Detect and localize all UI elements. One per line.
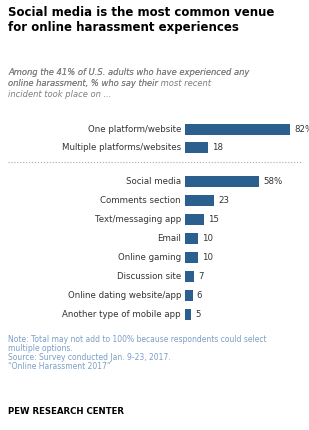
Bar [185, 233, 198, 244]
Bar [185, 214, 204, 225]
Bar [185, 290, 193, 301]
Bar [185, 142, 208, 153]
Text: “Online Harassment 2017”: “Online Harassment 2017” [8, 361, 111, 370]
Text: One platform/website: One platform/website [88, 125, 181, 134]
Text: 5: 5 [195, 310, 201, 319]
Text: 15: 15 [208, 215, 219, 224]
Text: Online dating website/app: Online dating website/app [67, 291, 181, 300]
Bar [185, 271, 194, 282]
Text: 10: 10 [202, 234, 213, 243]
Text: 58%: 58% [263, 177, 282, 186]
Text: Social media: Social media [126, 177, 181, 186]
Text: Text/messaging app: Text/messaging app [95, 215, 181, 224]
Text: Comments section: Comments section [100, 196, 181, 205]
Bar [185, 195, 214, 206]
Text: Note: Total may not add to 100% because respondents could select: Note: Total may not add to 100% because … [8, 334, 267, 343]
Text: PEW RESEARCH CENTER: PEW RESEARCH CENTER [8, 406, 124, 415]
Text: Among the 41% of U.S. adults who have experienced any
online harassment, % who s: Among the 41% of U.S. adults who have ex… [8, 68, 249, 99]
Text: 23: 23 [218, 196, 230, 205]
Text: 18: 18 [212, 143, 223, 152]
Bar [185, 252, 198, 263]
Bar [185, 309, 191, 320]
Text: 6: 6 [197, 291, 202, 300]
Text: Another type of mobile app: Another type of mobile app [62, 310, 181, 319]
Text: Among the 41% of U.S. adults who have experienced any
online harassment, % who s: Among the 41% of U.S. adults who have ex… [8, 68, 249, 88]
Text: Multiple platforms/websites: Multiple platforms/websites [62, 143, 181, 152]
Text: 10: 10 [202, 253, 213, 262]
Text: Online gaming: Online gaming [118, 253, 181, 262]
Text: Source: Survey conducted Jan. 9-23, 2017.: Source: Survey conducted Jan. 9-23, 2017… [8, 352, 171, 361]
Text: Email: Email [157, 234, 181, 243]
Text: 7: 7 [198, 272, 203, 281]
Text: Social media is the most common venue
for online harassment experiences: Social media is the most common venue fo… [8, 6, 274, 34]
Text: Discussion site: Discussion site [117, 272, 181, 281]
Bar [185, 176, 259, 187]
Text: 82%: 82% [294, 125, 309, 134]
Text: multiple options.: multiple options. [8, 343, 73, 352]
Bar [185, 124, 290, 135]
